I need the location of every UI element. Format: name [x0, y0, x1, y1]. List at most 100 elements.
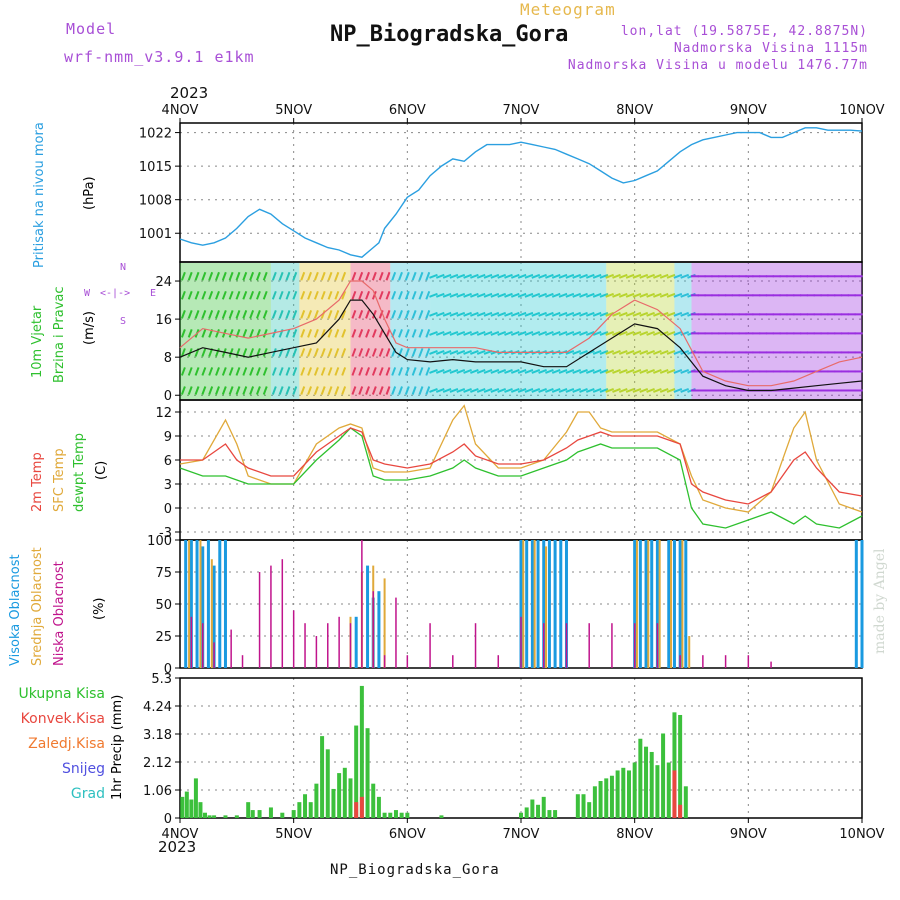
wind-arrow	[585, 311, 595, 317]
wind-arrow	[249, 329, 255, 338]
mid-cloud-bar	[188, 540, 191, 668]
wind-arrow	[271, 367, 277, 376]
wind-arrow	[579, 349, 588, 355]
high-cloud-bar	[201, 546, 205, 668]
wind-arrow	[510, 330, 520, 336]
wind-arrow	[558, 388, 568, 393]
wind-arrow	[659, 369, 669, 374]
wind-arrow	[249, 290, 255, 300]
bottom-date-label: 5NOV	[275, 827, 312, 842]
low-cloud-bar	[241, 655, 244, 668]
low-cloud-bar	[315, 636, 318, 668]
wind-arrow	[334, 271, 340, 281]
wind-arrow	[524, 311, 534, 317]
wind-arrow	[262, 386, 268, 395]
wind-arrow	[483, 311, 493, 317]
wind-arrow	[385, 348, 391, 357]
wind-arrow	[221, 309, 227, 319]
wind-arrow	[510, 369, 520, 374]
high-cloud-bar	[638, 540, 642, 668]
compass-n: N	[120, 262, 127, 273]
total-precip-bar	[575, 794, 580, 818]
wind-arrow	[341, 329, 347, 338]
wind-arrow	[680, 311, 690, 317]
total-precip-bar	[234, 815, 239, 818]
wind-arrow	[334, 309, 340, 319]
wind-arrow	[592, 369, 602, 374]
wind-arrow	[411, 386, 417, 395]
y-tick-label: 4.24	[143, 700, 172, 715]
wind-gust-line	[179, 280, 863, 387]
wind-arrow	[497, 311, 507, 317]
legend-frz: Zaledj.Kisa	[28, 736, 105, 752]
wind-arrow	[208, 367, 214, 376]
high-cloud-bar	[559, 540, 563, 668]
wind-arrow	[659, 273, 669, 279]
wind-arrow	[228, 367, 234, 376]
wind-arrow	[497, 388, 507, 393]
wind-arrow	[531, 292, 541, 298]
wind-arrow	[545, 369, 554, 374]
total-precip-bar	[388, 812, 393, 818]
wind-arrow	[398, 329, 403, 338]
wind-arrow	[334, 386, 340, 395]
wind-arrow	[435, 273, 445, 279]
wind-arrow	[435, 311, 445, 317]
legend-hail: Grad	[70, 786, 105, 802]
high-cloud-bar	[377, 591, 381, 668]
wind-arrow	[646, 273, 655, 279]
wind-arrow	[404, 386, 410, 395]
wind-arrow	[249, 309, 255, 319]
wind-arrow	[358, 309, 364, 319]
total-precip-bar	[615, 770, 620, 818]
wind-arrow	[632, 311, 642, 317]
total-precip-bar	[250, 810, 255, 818]
total-precip-bar	[371, 783, 376, 818]
wind-arrow	[666, 349, 676, 355]
low-cloud-bar	[747, 655, 750, 668]
total-precip-bar	[626, 770, 631, 818]
total-precip-bar	[365, 728, 370, 818]
wind-arrow	[255, 271, 261, 281]
wind-arrow	[551, 311, 561, 317]
low-cloud-bar	[611, 623, 613, 668]
wind-arrow	[579, 273, 588, 279]
wind-arrow	[292, 271, 298, 281]
wind-arrow	[278, 309, 284, 319]
low-cloud-bar	[338, 616, 340, 668]
low-cloud-bar	[497, 655, 500, 668]
wind-arrow	[358, 367, 364, 376]
wind-arrow	[327, 329, 333, 338]
wind-arrow	[300, 309, 306, 319]
total-precip-bar	[553, 810, 558, 818]
wind-arrow	[313, 271, 319, 281]
wind-arrow	[510, 388, 520, 393]
high-cloud-bar	[195, 540, 199, 668]
high-cloud-bar	[212, 565, 216, 668]
wind-arrow	[391, 290, 397, 300]
low-cloud-bar	[230, 629, 232, 668]
total-precip-bar	[439, 815, 444, 818]
wind-arrow	[378, 329, 384, 338]
y-tick-label: 6	[164, 454, 172, 469]
wind-arrow	[551, 388, 561, 393]
wind-arrow	[612, 369, 621, 374]
wind-arrow	[292, 386, 298, 395]
wind-arrow	[292, 309, 298, 319]
wind-arrow	[187, 329, 193, 338]
wind-arrow	[653, 273, 662, 279]
wind-arrow	[180, 348, 186, 357]
wind-arrow	[435, 369, 445, 374]
wind-arrow	[612, 330, 621, 336]
wind-arrow	[490, 273, 500, 279]
wind-arrow	[320, 290, 326, 300]
wind-arrow	[307, 271, 313, 281]
lonlat-text: lon,lat (19.5875E, 42.8875N)	[620, 24, 868, 39]
wind-arrow	[235, 271, 241, 281]
wind-arrow	[307, 348, 313, 357]
wind-arrow	[221, 290, 227, 300]
wind-arrow	[599, 273, 609, 279]
wind-arrow	[425, 271, 431, 281]
wind-arrow	[524, 388, 534, 393]
wind-arrow	[398, 367, 403, 376]
